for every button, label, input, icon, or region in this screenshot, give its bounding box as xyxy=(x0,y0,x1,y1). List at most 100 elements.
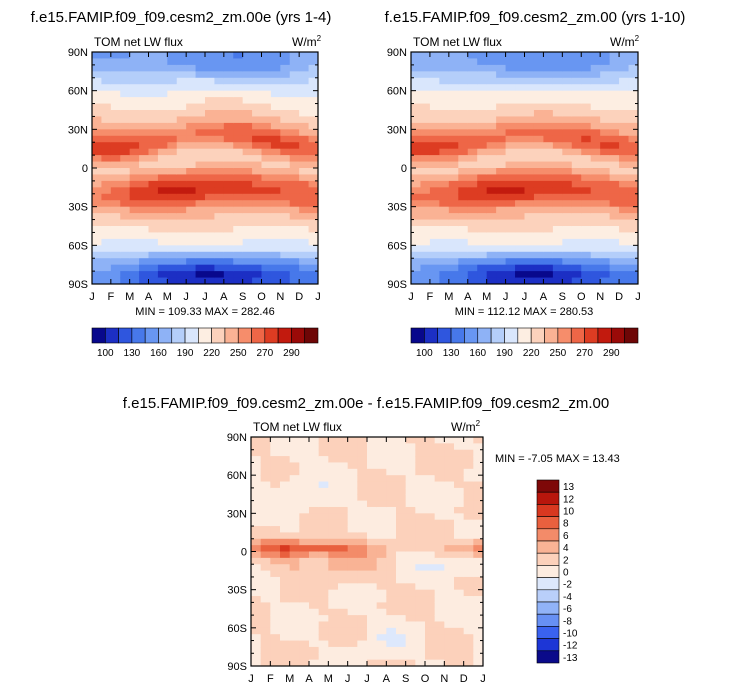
contour-cell xyxy=(328,475,339,483)
contour-cell xyxy=(543,226,554,234)
contour-cell xyxy=(280,232,291,240)
y-tick-label: 90N xyxy=(387,47,407,59)
contour-cell xyxy=(242,213,253,221)
contour-cell xyxy=(505,251,516,259)
contour-cell xyxy=(280,77,291,85)
contour-cell xyxy=(581,200,592,208)
contour-cell xyxy=(270,538,281,546)
contour-cell xyxy=(515,58,526,66)
contour-cell xyxy=(223,232,234,240)
x-tick-label: S xyxy=(559,291,566,303)
contour-cell xyxy=(600,58,611,66)
contour-cell xyxy=(101,258,112,266)
contour-cell xyxy=(92,122,103,130)
contour-cell xyxy=(186,148,197,156)
contour-cell xyxy=(448,193,459,201)
contour-cell xyxy=(242,161,253,169)
contour-cell xyxy=(562,200,573,208)
contour-cell xyxy=(195,122,206,130)
contour-cell xyxy=(260,513,271,521)
contour-cell xyxy=(328,551,339,559)
contour-cell xyxy=(129,103,140,111)
contour-cell xyxy=(477,161,488,169)
contour-cell xyxy=(148,58,159,66)
contour-cell xyxy=(101,52,112,60)
contour-cell xyxy=(628,180,638,188)
contour-cell xyxy=(396,468,407,476)
contour-cell xyxy=(139,129,150,137)
contour-cell xyxy=(486,271,497,279)
contour-cell xyxy=(101,90,112,98)
contour-cell xyxy=(552,52,563,60)
colorbar-label: 0 xyxy=(563,568,569,579)
contour-cell xyxy=(367,538,378,546)
contour-cell xyxy=(120,58,131,66)
contour-cell xyxy=(376,570,387,578)
contour-cell xyxy=(533,155,545,163)
contour-cell xyxy=(552,174,563,182)
contour-cell xyxy=(280,443,291,451)
contour-cell xyxy=(289,506,300,514)
y-tick-label: 60N xyxy=(387,86,407,98)
contour-cell xyxy=(92,110,103,118)
contour-cell xyxy=(463,481,474,489)
contour-cell xyxy=(318,538,329,546)
contour-cell xyxy=(299,161,310,169)
contour-cell xyxy=(562,180,573,188)
contour-cell xyxy=(533,161,545,169)
contour-cell xyxy=(411,232,422,240)
contour-cell xyxy=(405,634,416,642)
contour-cell xyxy=(129,206,140,214)
contour-cell xyxy=(308,258,318,266)
contour-cell xyxy=(186,142,197,150)
contour-cell xyxy=(110,84,121,92)
contour-cell xyxy=(260,443,271,451)
contour-cell xyxy=(92,219,103,227)
contour-cell xyxy=(233,180,244,188)
contour-cell xyxy=(167,116,178,124)
contour-cell xyxy=(562,103,573,111)
contour-cell xyxy=(467,264,478,272)
contour-cell xyxy=(205,258,216,266)
contour-cell xyxy=(251,526,262,534)
contour-cell xyxy=(524,77,535,85)
contour-cell xyxy=(318,481,329,489)
contour-cell xyxy=(628,251,638,259)
contour-cell xyxy=(533,129,545,137)
contour-cell xyxy=(496,180,507,188)
colorbar-swatch xyxy=(264,327,279,344)
colorbar-swatch xyxy=(536,650,560,664)
contour-cell xyxy=(411,226,422,234)
contour-cell xyxy=(309,627,320,635)
contour-cell xyxy=(260,538,271,546)
contour-cell xyxy=(434,506,445,514)
contour-cell xyxy=(396,576,407,584)
contour-cell xyxy=(411,264,422,272)
contour-cell xyxy=(223,161,234,169)
contour-cell xyxy=(590,52,601,60)
contour-cell xyxy=(242,193,253,201)
contour-cell xyxy=(270,608,281,616)
contour-cell xyxy=(167,206,178,214)
contour-cell xyxy=(167,258,178,266)
contour-cell xyxy=(439,174,450,182)
contour-cell xyxy=(628,238,638,246)
contour-cell xyxy=(338,456,349,464)
contour-cell xyxy=(386,659,397,666)
contour-cell xyxy=(347,468,358,476)
contour-cell xyxy=(252,271,263,279)
contour-cell xyxy=(110,110,121,118)
colorbar-swatch xyxy=(536,552,560,566)
contour-cell xyxy=(260,449,271,457)
contour-cell xyxy=(543,90,554,98)
contour-cell xyxy=(552,238,563,246)
contour-cell xyxy=(533,206,545,214)
contour-cell xyxy=(571,58,582,66)
contour-cell xyxy=(467,277,478,284)
contour-cell xyxy=(205,174,216,182)
contour-cell xyxy=(242,200,253,208)
contour-cell xyxy=(524,187,535,195)
contour-cell xyxy=(120,206,131,214)
contour-cell xyxy=(429,103,440,111)
contour-cell xyxy=(600,148,611,156)
